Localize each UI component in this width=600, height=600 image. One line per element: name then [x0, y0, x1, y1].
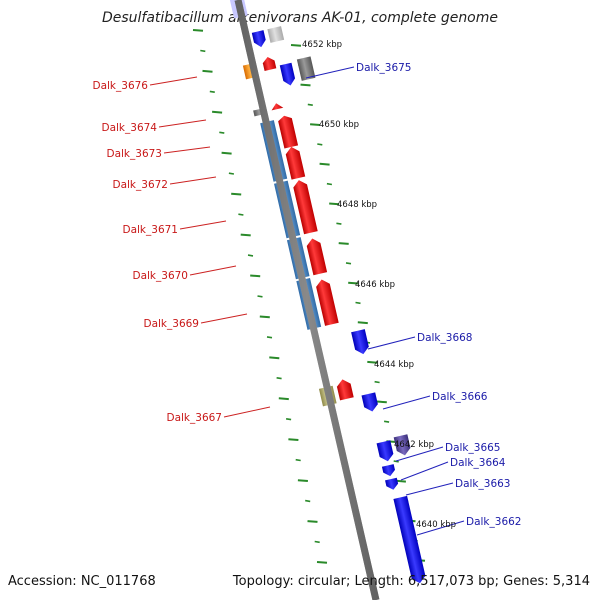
gene-label-dalk-3672[interactable]: Dalk_3672: [113, 179, 169, 191]
scale-tick: [209, 90, 215, 93]
forward-gene-arrow: [262, 56, 277, 71]
reverse-gene-arrow-3663b: [385, 477, 399, 490]
kbp-label: 4650 kbp: [319, 120, 359, 130]
feature-purple: [393, 434, 411, 456]
forward-gene-arrow-3672: [285, 146, 306, 180]
forward-gene-arrow-3667: [336, 379, 354, 401]
scale-tick: [329, 202, 340, 206]
scale-tick: [290, 44, 302, 47]
left-gene-labels: Dalk_3676 Dalk_3674 Dalk_3673 Dalk_3672 …: [93, 76, 271, 424]
gene-label-dalk-3668[interactable]: Dalk_3668: [417, 332, 473, 344]
scale-tick: [326, 182, 333, 186]
kbp-label: 4640 kbp: [416, 520, 456, 530]
scale-tick: [295, 458, 301, 462]
kbp-label: 4646 kbp: [355, 280, 395, 290]
kbp-label: 4644 kbp: [374, 360, 414, 370]
forward-gene-arrow-3669: [316, 279, 339, 326]
scale-tick: [307, 520, 318, 523]
gene-label-dalk-3670[interactable]: Dalk_3670: [133, 270, 189, 282]
accession-text: Accession: NC_011768: [8, 574, 156, 589]
forward-gene-arrow-3673: [278, 115, 299, 149]
genome-backbone-shade: [234, 0, 380, 600]
scale-tick: [231, 192, 242, 196]
scale-tick: [278, 397, 289, 401]
reverse-gene-arrow: [251, 30, 266, 48]
gene-label-dalk-3665[interactable]: Dalk_3665: [445, 442, 501, 454]
forward-gene-arrow: [271, 103, 284, 111]
scale-tick: [367, 360, 378, 364]
scale-tick: [348, 281, 359, 285]
scale-tick: [250, 274, 261, 278]
scale-tick: [240, 233, 251, 237]
scale-tick: [345, 262, 352, 265]
gene-label-dalk-3676[interactable]: Dalk_3676: [93, 80, 149, 92]
scale-tick: [269, 356, 280, 360]
scale-tick: [219, 131, 225, 134]
scale-tick: [310, 123, 321, 126]
gene-label-dalk-3675[interactable]: Dalk_3675: [356, 62, 412, 74]
reverse-gene-arrow-3666: [361, 392, 378, 412]
gene-label-dalk-3663[interactable]: Dalk_3663: [455, 478, 511, 490]
scale-tick: [259, 315, 270, 319]
scale-tick: [383, 420, 390, 423]
gene-label-dalk-3674[interactable]: Dalk_3674: [102, 122, 158, 134]
gene-label-dalk-3669[interactable]: Dalk_3669: [144, 318, 200, 330]
kbp-label: 4652 kbp: [302, 40, 342, 50]
scale-tick: [314, 540, 320, 544]
scale-tick: [305, 499, 311, 503]
forward-gene-arrow-3671: [293, 180, 318, 235]
scale-tick: [266, 336, 273, 339]
scale-tick: [374, 380, 380, 384]
feature-gray: [296, 56, 316, 81]
scale-tick: [319, 162, 330, 166]
reverse-gene-arrow-3668: [351, 329, 369, 355]
scale-tick: [212, 110, 223, 114]
scale-tick: [376, 400, 387, 404]
genome-summary-text: Topology: circular; Length: 6,517,073 bp…: [232, 574, 590, 589]
scale-tick: [307, 103, 313, 106]
scale-tick: [228, 172, 235, 175]
scale-tick: [285, 418, 292, 421]
reverse-gene-arrow-3665: [376, 440, 394, 462]
scale-tick: [257, 295, 263, 298]
right-gene-labels: Dalk_3675 Dalk_3668 Dalk_3666 Dalk_3665 …: [305, 62, 522, 536]
map-title: Desulfatibacillum alkenivorans AK-01, co…: [102, 10, 498, 26]
gene-label-dalk-3673[interactable]: Dalk_3673: [107, 148, 163, 160]
scale-tick: [300, 83, 311, 87]
forward-gene-arrow-3670: [306, 238, 328, 276]
scale-tick: [336, 222, 342, 225]
kbp-scale-labels: 4652 kbp 4650 kbp 4648 kbp 4646 kbp 4644…: [302, 40, 456, 530]
scale-tick: [357, 321, 368, 325]
scale-tick: [202, 69, 213, 73]
feature-band: [227, 0, 426, 584]
scale-tick: [317, 143, 323, 146]
reverse-gene-arrow-3663: [381, 464, 395, 477]
gene-label-dalk-3666[interactable]: Dalk_3666: [432, 391, 488, 403]
scale-tick: [338, 242, 349, 245]
kbp-label: 4642 kbp: [394, 440, 434, 450]
feature-light-gray: [267, 26, 285, 43]
scale-tick: [276, 377, 282, 380]
gene-label-dalk-3664[interactable]: Dalk_3664: [450, 457, 506, 469]
scale-tick: [192, 29, 204, 32]
scale-tick: [316, 561, 328, 564]
scale-tick: [288, 438, 299, 441]
scale-tick: [221, 151, 232, 155]
scale-tick: [247, 254, 254, 257]
gene-label-dalk-3667[interactable]: Dalk_3667: [167, 412, 223, 424]
reverse-gene-arrow-3662: [393, 495, 426, 584]
scale-tick: [355, 301, 361, 305]
reverse-gene-arrow: [279, 62, 296, 86]
scale-tick: [238, 213, 244, 216]
kbp-label: 4648 kbp: [337, 200, 377, 210]
gene-label-dalk-3671[interactable]: Dalk_3671: [123, 224, 179, 236]
scale-tick: [297, 479, 308, 482]
scale-tick: [200, 49, 206, 53]
scale-tick: [395, 479, 406, 483]
gene-label-dalk-3662[interactable]: Dalk_3662: [466, 516, 522, 528]
tick-guides: [192, 29, 426, 564]
